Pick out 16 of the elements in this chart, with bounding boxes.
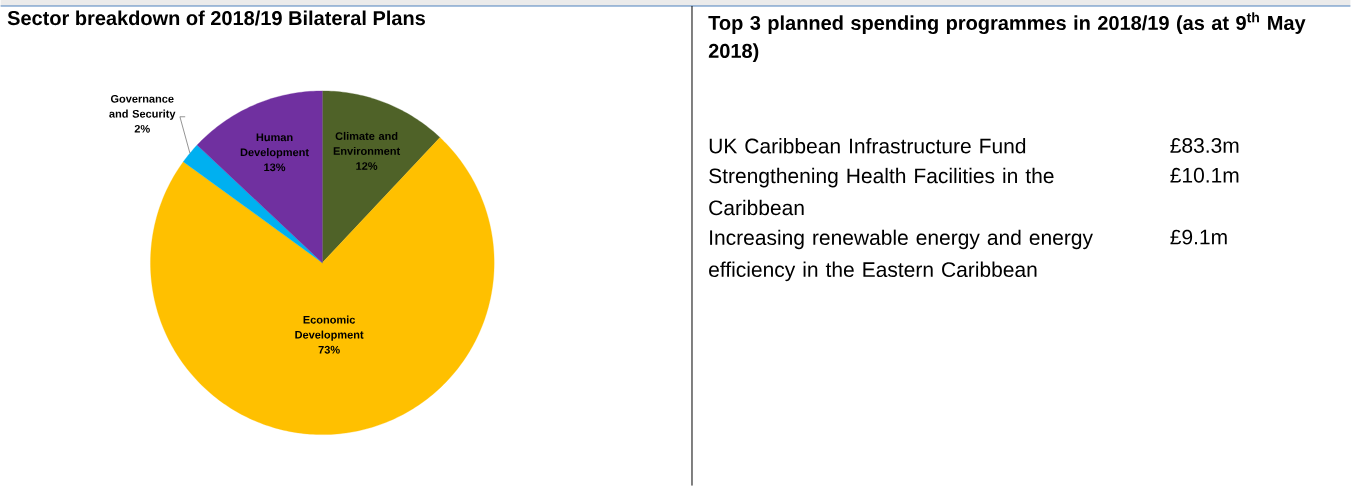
text: UK Caribbean Infrastructure Fund: [709, 138, 1026, 154]
slice-label: Climate and Environment: [333, 131, 401, 155]
chart-title: Top 3 planned spending programmes in 2018/19 (as at 9$^{th}$ May 2018): [708, 12, 1306, 62]
slice-label: Governance and Security: [109, 94, 176, 120]
data-label: 12%: [356, 162, 378, 170]
text: £83.3m: [1170, 138, 1239, 153]
data-label: 13%: [264, 163, 286, 172]
slice-label: Human Development: [240, 133, 309, 159]
slice-label: Economic Development: [295, 315, 364, 341]
data-label: 73%: [318, 345, 340, 354]
text: £9.1m: [1170, 229, 1227, 245]
text: Strengthening Health Facilities in the Caribbean: [709, 167, 1054, 216]
text: £10.1m: [1170, 167, 1239, 183]
text: Increasing renewable energy and energy efficiency in the Eastern Caribbean: [709, 229, 1093, 282]
data-label: 2%: [134, 124, 150, 133]
chart-title: Sector breakdown of 2018/19 Bilateral Plans: [7, 10, 425, 26]
